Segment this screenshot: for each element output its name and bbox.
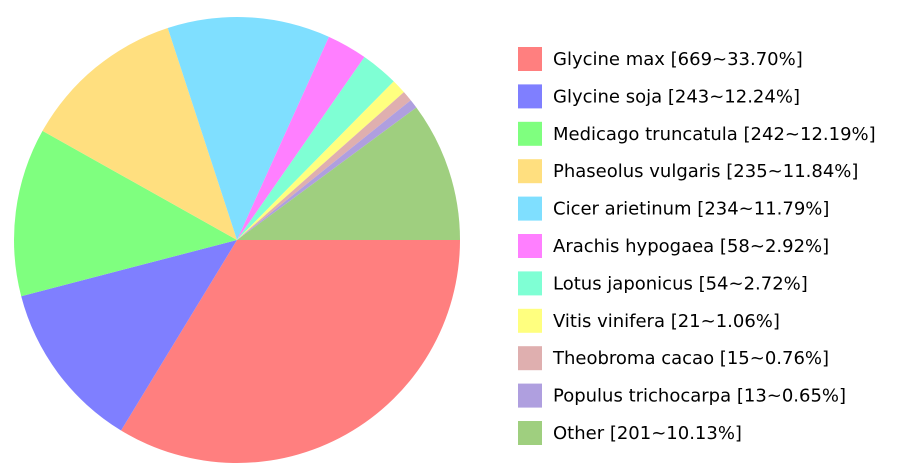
legend-swatch <box>518 346 542 371</box>
legend-label: Cicer arietinum [234~11.79%] <box>553 199 829 220</box>
pie-slice <box>42 28 238 240</box>
legend-swatch <box>518 159 542 184</box>
legend-label: Medicago truncatula [242~12.19%] <box>553 124 876 145</box>
legend-swatch <box>518 271 542 296</box>
pie-slice <box>13 130 237 297</box>
pie-slice <box>237 100 417 240</box>
legend-swatch <box>518 308 542 333</box>
legend-label: Populus trichocarpa [13~0.65%] <box>553 386 846 407</box>
pie-slice <box>121 240 460 463</box>
legend-swatch <box>518 121 542 146</box>
legend-label: Arachis hypogaea [58~2.92%] <box>553 236 829 257</box>
pie-slice <box>21 240 237 431</box>
pie-slice <box>237 36 365 240</box>
legend-swatch <box>518 47 542 71</box>
legend-swatch <box>518 234 542 258</box>
legend-label: Other [201~10.13%] <box>553 423 742 444</box>
pie-slice <box>237 81 404 240</box>
pie-slice <box>237 57 394 241</box>
legend-label: Vitis vinifera [21~1.06%] <box>553 311 780 332</box>
pie-slice <box>167 16 329 240</box>
legend-label: Theobroma cacao [15~0.76%] <box>552 348 829 369</box>
legend-swatch <box>518 383 542 408</box>
legend-label: Glycine soja [243~12.24%] <box>553 86 800 107</box>
pie-slice <box>237 107 460 240</box>
legend-label: Lotus japonicus [54~2.72%] <box>553 273 808 294</box>
legend-label: Glycine max [669~33.70%] <box>553 49 803 70</box>
legend-swatch <box>518 421 542 445</box>
pie-slice <box>237 92 411 240</box>
legend-swatch <box>518 196 542 221</box>
legend-label: Phaseolus vulgaris [235~11.84%] <box>553 161 858 182</box>
legend-swatch <box>518 84 542 109</box>
